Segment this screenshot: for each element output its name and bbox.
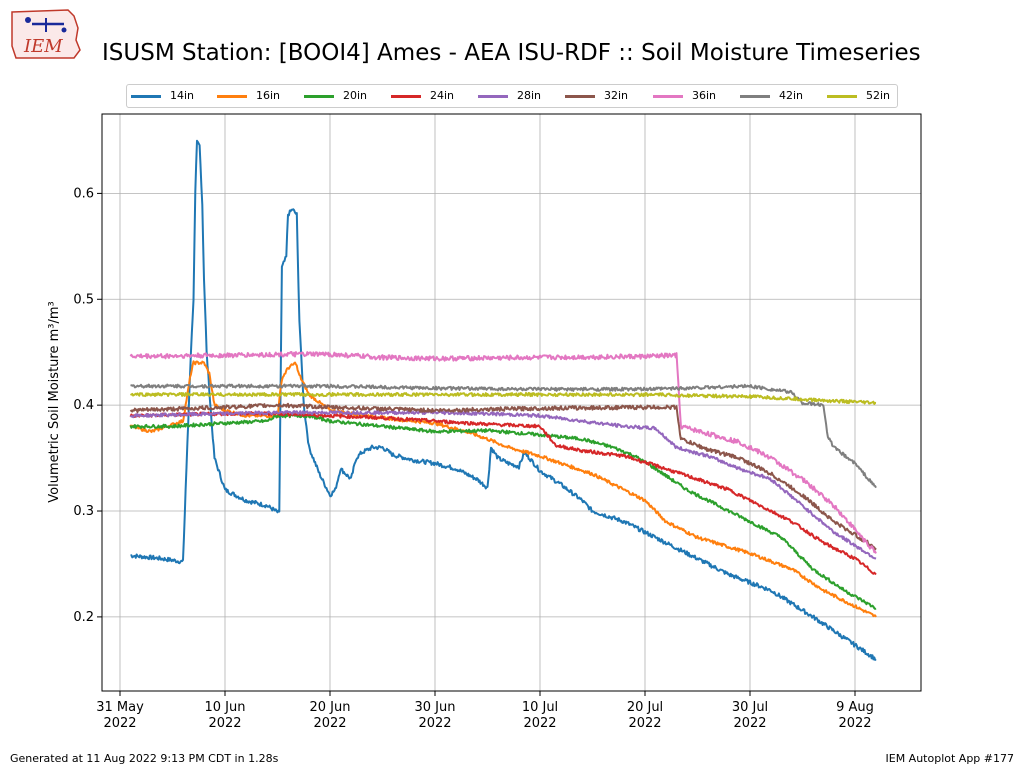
- series-line-32in: [129, 402, 877, 551]
- y-tick-label: 0.4: [73, 398, 94, 413]
- y-axis-label: Volumetric Soil Moisture m³/m³: [47, 301, 62, 502]
- y-tick-label: 0.2: [73, 610, 94, 625]
- x-tick-year: 2022: [418, 716, 451, 731]
- plot-frame: [101, 113, 922, 692]
- legend-swatch: [827, 94, 857, 98]
- legend-item-16in: 16in: [217, 89, 280, 102]
- legend-swatch: [131, 94, 161, 98]
- legend-swatch: [740, 94, 770, 98]
- legend-label: 24in: [430, 89, 455, 102]
- legend-label: 20in: [343, 89, 368, 102]
- x-tick-year: 2022: [733, 716, 766, 731]
- legend-label: 16in: [256, 89, 281, 102]
- legend-label: 32in: [604, 89, 629, 102]
- legend-swatch: [217, 94, 247, 98]
- app-note: IEM Autoplot App #177: [885, 752, 1015, 765]
- legend-swatch: [391, 94, 421, 98]
- y-tick-label: 0.3: [73, 504, 94, 519]
- legend-item-14in: 14in: [131, 89, 194, 102]
- generated-note: Generated at 11 Aug 2022 9:13 PM CDT in …: [10, 752, 279, 765]
- legend-label: 36in: [692, 89, 717, 102]
- x-tick-year: 2022: [313, 716, 346, 731]
- legend-item-36in: 36in: [653, 89, 716, 102]
- legend-label: 42in: [779, 89, 804, 102]
- x-tick-label: 9 Aug: [836, 700, 874, 715]
- legend-swatch: [304, 94, 334, 98]
- legend-label: 28in: [517, 89, 542, 102]
- x-tick-year: 2022: [628, 716, 661, 731]
- grid: [102, 114, 921, 691]
- series-line-24in: [129, 411, 877, 576]
- x-tick-label: 30 Jul: [732, 700, 768, 715]
- legend-swatch: [653, 94, 683, 98]
- logo-text: IEM: [23, 36, 63, 57]
- y-tick-label: 0.6: [73, 186, 94, 201]
- x-tick-year: 2022: [103, 716, 136, 731]
- legend-item-24in: 24in: [391, 89, 454, 102]
- x-tick-label: 30 Jun: [415, 700, 456, 715]
- x-tick-label: 10 Jul: [522, 700, 558, 715]
- series-line-42in: [130, 383, 877, 489]
- legend-swatch: [565, 94, 595, 98]
- x-tick-label: 20 Jun: [310, 700, 351, 715]
- legend-item-42in: 42in: [740, 89, 803, 102]
- series-line-52in: [130, 392, 877, 405]
- series-line-36in: [129, 351, 877, 554]
- series-line-16in: [129, 360, 877, 618]
- iem-logo: IEM: [11, 9, 81, 59]
- series-line-14in: [130, 139, 877, 661]
- x-tick-label: 31 May: [96, 700, 144, 715]
- legend-item-52in: 52in: [827, 89, 890, 102]
- legend: 14in 16in 20in 24in 28in 32in 36in 42in 52in: [126, 84, 898, 108]
- x-tick-year: 2022: [838, 716, 871, 731]
- legend-item-28in: 28in: [478, 89, 541, 102]
- x-tick-label: 10 Jun: [205, 700, 246, 715]
- series-lines: [129, 139, 877, 661]
- series-line-28in: [129, 410, 877, 560]
- x-tick-year: 2022: [208, 716, 241, 731]
- legend-label: 14in: [170, 89, 195, 102]
- legend-item-20in: 20in: [304, 89, 367, 102]
- x-tick-label: 20 Jul: [627, 700, 663, 715]
- series-line-20in: [129, 413, 877, 610]
- y-tick-label: 0.5: [73, 292, 94, 307]
- chart-title: ISUSM Station: [BOOI4] Ames - AEA ISU-RD…: [102, 40, 921, 66]
- x-tick-year: 2022: [523, 716, 556, 731]
- legend-swatch: [478, 94, 508, 98]
- legend-label: 52in: [866, 89, 891, 102]
- legend-item-32in: 32in: [565, 89, 628, 102]
- y-axis: 0.2 0.3 0.4 0.5 0.6: [73, 186, 102, 625]
